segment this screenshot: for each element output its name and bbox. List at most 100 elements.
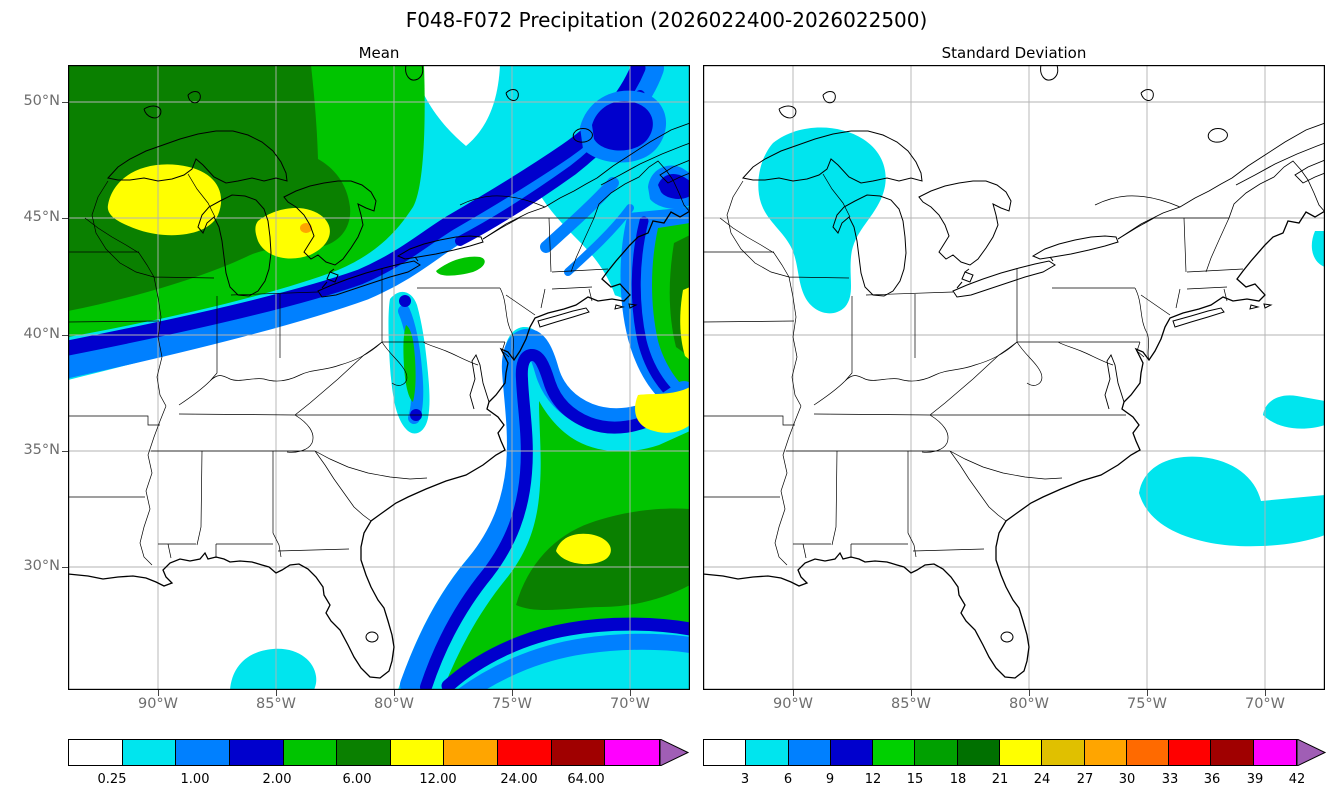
contour-region <box>441 617 690 690</box>
contour-region <box>436 256 485 276</box>
lake-outline <box>1031 235 1119 260</box>
stddev-colorbar: 3 6 9 12 15 18 21 24 27 30 33 36 39 42 <box>703 739 1331 787</box>
canada-border <box>482 160 690 240</box>
lake-outline <box>956 256 1054 289</box>
panel-title-mean: Mean <box>358 44 400 62</box>
lon-tick-mark <box>1147 690 1148 696</box>
colorbar-tick-label: 24 <box>1033 772 1051 787</box>
contour-region <box>1263 395 1325 429</box>
panel-frame <box>68 65 690 690</box>
lake-outline <box>778 65 1228 143</box>
long-island <box>537 303 638 328</box>
colorbar-segment <box>1253 740 1296 765</box>
contour-region <box>420 349 668 690</box>
colorbar-segment <box>830 740 874 765</box>
lon-tick-mark <box>158 690 159 696</box>
lon-tick-label: 80°W <box>1008 696 1050 712</box>
state-borders <box>703 173 1018 566</box>
lon-tick-mark <box>394 690 395 696</box>
lat-tick-mark <box>62 335 68 336</box>
lon-tick-label: 75°W <box>491 696 533 712</box>
colorbar-segment <box>390 740 445 765</box>
contour-region <box>680 287 690 360</box>
lake-outline <box>107 130 288 184</box>
state-borders <box>1016 217 1244 366</box>
mean-map-svg <box>68 65 690 690</box>
colorbar-tick-label: 33 <box>1161 772 1179 787</box>
lake-outline <box>365 631 379 643</box>
contour-region <box>564 204 634 276</box>
colorbar-tick-label: 2.00 <box>262 772 292 787</box>
contour-region <box>400 329 690 690</box>
contour-region <box>540 177 619 253</box>
colorbar-tick-label: 42 <box>1288 772 1306 787</box>
mean-map-panel <box>68 65 690 690</box>
stddev-map-svg <box>703 65 1325 690</box>
colorbar-segment <box>1211 740 1254 765</box>
contour-region <box>556 533 611 565</box>
contour-region <box>658 173 690 199</box>
colorbar-tick-label: 6 <box>783 772 793 787</box>
contour-region <box>399 295 411 307</box>
lon-tick-label: 75°W <box>1126 696 1168 712</box>
lake-outline <box>317 260 421 298</box>
colorbar-segment <box>1084 740 1127 765</box>
contour-region <box>230 648 317 690</box>
colorbar-tick-label: 36 <box>1203 772 1221 787</box>
contour-region <box>413 65 500 146</box>
chesapeake-bay <box>1104 354 1125 410</box>
colorbar-segment <box>746 740 789 765</box>
contour-region <box>1139 456 1325 547</box>
colorbar-tick-label: 64.00 <box>567 772 605 787</box>
lon-tick-mark <box>276 690 277 696</box>
contour-region <box>758 127 886 314</box>
lon-tick-label: 85°W <box>890 696 932 712</box>
lat-tick-mark <box>62 567 68 568</box>
colorbar-segment <box>444 740 499 765</box>
colorbar-segment <box>1126 740 1170 765</box>
lon-tick-label: 70°W <box>1244 696 1286 712</box>
colorbar-segment <box>122 740 177 765</box>
contour-region <box>1311 231 1325 267</box>
state-borders <box>68 173 383 566</box>
colorbar-segment <box>999 740 1043 765</box>
lat-tick-mark <box>62 218 68 219</box>
state-borders <box>68 195 546 559</box>
colorbar-tick-label: 30 <box>1118 772 1136 787</box>
colorbar-segment <box>69 740 123 765</box>
contour-fills <box>68 65 690 690</box>
colorbar-tick-label: 27 <box>1076 772 1094 787</box>
contour-region <box>567 293 638 365</box>
chesapeake-bay <box>469 354 490 410</box>
colorbar-tick-label: 21 <box>991 772 1009 787</box>
colorbar-segment <box>873 740 916 765</box>
lon-tick-mark <box>911 690 912 696</box>
contour-region <box>403 325 416 402</box>
figure-title: F048-F072 Precipitation (2026022400-2026… <box>405 8 928 32</box>
colorbar-segment <box>605 740 660 765</box>
lon-tick-label: 90°W <box>137 696 179 712</box>
contour-region <box>456 633 690 690</box>
colorbar-bar <box>703 739 1297 766</box>
contour-region <box>300 223 312 233</box>
lat-tick-label: 30°N <box>23 558 60 574</box>
colorbar-segment <box>283 740 338 765</box>
lat-tick-mark <box>62 451 68 452</box>
lon-tick-label: 85°W <box>255 696 297 712</box>
lon-tick-mark <box>630 690 631 696</box>
colorbar-tick-label: 6.00 <box>342 772 372 787</box>
colorbar-segment <box>704 740 747 765</box>
colorbar-tick-label: 39 <box>1246 772 1264 787</box>
colorbar-segment <box>1042 740 1085 765</box>
panel-frame <box>703 65 1325 690</box>
contour-region <box>398 305 424 424</box>
lat-tick-label: 45°N <box>23 209 60 225</box>
lake-outline <box>1000 631 1014 643</box>
lat-tick-label: 40°N <box>23 326 60 342</box>
lat-tick-label: 50°N <box>23 93 60 109</box>
lon-tick-label: 90°W <box>772 696 814 712</box>
lat-tick-mark <box>62 102 68 103</box>
colorbar-segment <box>498 740 552 765</box>
colorbar-tick-label: 24.00 <box>500 772 538 787</box>
